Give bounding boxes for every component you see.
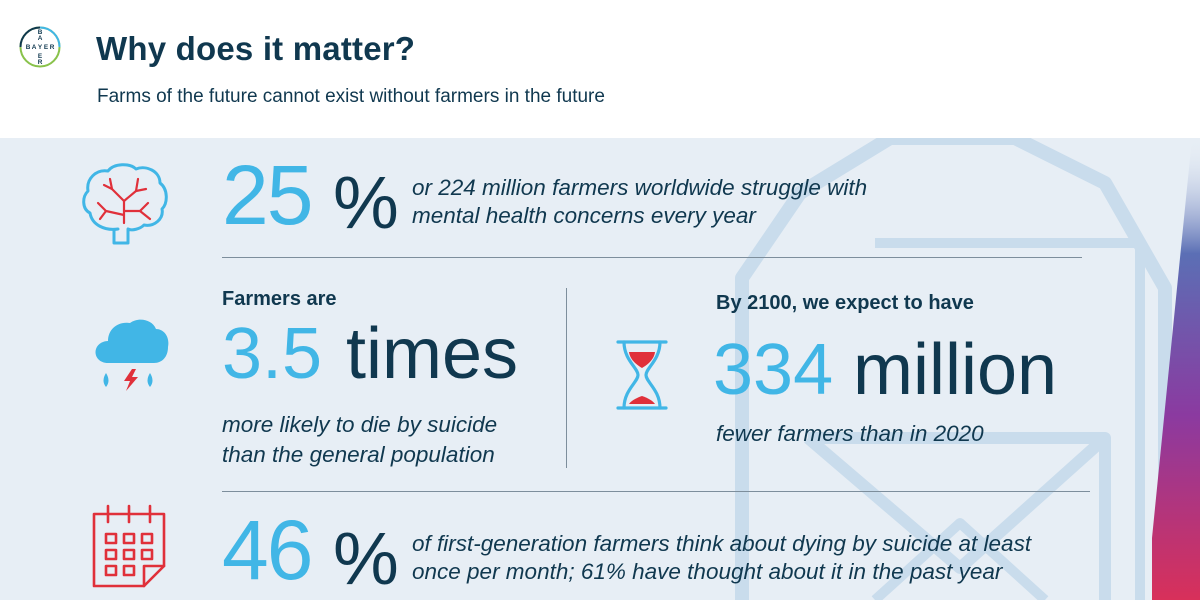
stat-25-text-line1: or 224 million farmers worldwide struggl… xyxy=(412,175,868,200)
page-title: Why does it matter? xyxy=(96,30,416,67)
svg-text:B: B xyxy=(26,44,31,51)
barn-background-graphic xyxy=(735,138,1172,600)
stat-46-text-line2: once per month; 61% have thought about i… xyxy=(412,559,1003,584)
stat-46-text-line1: of first-generation farmers think about … xyxy=(412,531,1032,556)
stat-25-percent: % xyxy=(333,161,399,244)
svg-text:R: R xyxy=(50,44,55,51)
svg-text:R: R xyxy=(38,59,43,66)
stat-million-number: 334 xyxy=(713,330,834,410)
stat-46-percent: % xyxy=(333,517,399,600)
page-subtitle: Farms of the future cannot exist without… xyxy=(97,86,605,107)
stats-panel: 25 % or 224 million farmers worldwide st… xyxy=(0,138,1200,600)
svg-text:Y: Y xyxy=(38,44,43,51)
divider-top xyxy=(222,257,1082,258)
stat-million-lead: By 2100, we expect to have xyxy=(716,292,974,314)
header: B A B A Y E R E R Why does it matter? Fa… xyxy=(0,0,1200,138)
bayer-logo: B A B A Y E R E R xyxy=(19,26,61,68)
stat-times-number: 3.5 xyxy=(222,314,323,394)
calendar-icon xyxy=(92,504,166,588)
stat-million-unit: million xyxy=(853,330,1058,410)
storm-cloud-icon xyxy=(95,319,169,391)
stat-times-lead: Farmers are xyxy=(222,288,337,310)
divider-bottom xyxy=(222,491,1090,492)
gradient-accent-bar xyxy=(1152,138,1200,600)
svg-text:A: A xyxy=(38,35,43,42)
svg-text:E: E xyxy=(38,53,43,60)
stat-46-number: 46 xyxy=(222,503,313,597)
svg-text:E: E xyxy=(44,44,49,51)
stat-times-text-line1: more likely to die by suicide xyxy=(222,412,498,437)
divider-vertical xyxy=(566,288,567,468)
stat-times-unit: times xyxy=(346,314,519,394)
stat-million-text: fewer farmers than in 2020 xyxy=(716,421,984,446)
svg-text:B: B xyxy=(38,29,43,36)
stat-25-number: 25 xyxy=(222,148,313,242)
brain-icon xyxy=(82,163,168,245)
stat-25-text-line2: mental health concerns every year xyxy=(412,203,756,228)
stat-times-text-line2: than the general population xyxy=(222,442,495,467)
svg-text:A: A xyxy=(32,44,37,51)
hourglass-icon xyxy=(616,340,668,410)
